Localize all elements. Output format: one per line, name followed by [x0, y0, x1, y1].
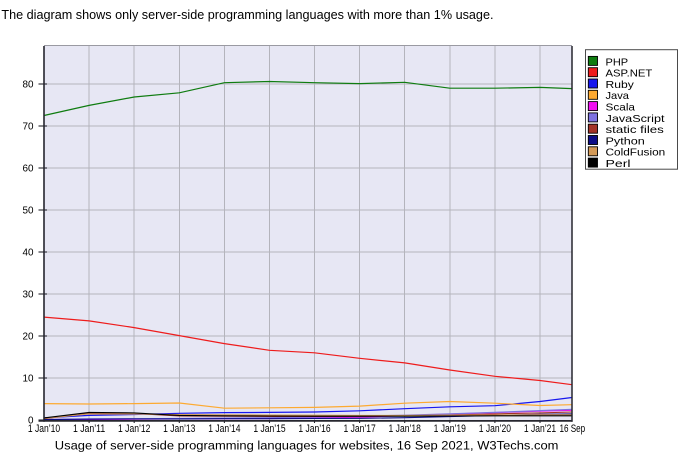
svg-text:Perl: Perl [606, 159, 631, 170]
svg-text:1 Jan’11: 1 Jan’11 [73, 423, 105, 435]
svg-text:1 Jan’20: 1 Jan’20 [479, 423, 511, 435]
svg-text:Java: Java [606, 91, 630, 102]
svg-text:16 Sep: 16 Sep [559, 423, 585, 435]
svg-text:1 Jan’14: 1 Jan’14 [208, 423, 240, 435]
svg-text:Scala: Scala [606, 103, 636, 114]
svg-text:80: 80 [23, 79, 34, 90]
svg-text:1 Jan’12: 1 Jan’12 [118, 423, 150, 435]
svg-text:0: 0 [28, 415, 34, 426]
svg-text:PHP: PHP [606, 57, 629, 68]
svg-text:70: 70 [23, 121, 34, 132]
svg-text:50: 50 [23, 205, 34, 216]
svg-text:1 Jan’13: 1 Jan’13 [163, 423, 195, 435]
svg-text:Python: Python [606, 136, 646, 147]
svg-text:JavaScript: JavaScript [606, 114, 665, 125]
svg-text:1 Jan’19: 1 Jan’19 [434, 423, 466, 435]
svg-text:static files: static files [606, 125, 664, 136]
svg-text:1 Jan’21: 1 Jan’21 [524, 423, 556, 435]
svg-text:1 Jan’10: 1 Jan’10 [28, 423, 60, 435]
svg-text:30: 30 [23, 289, 34, 300]
svg-text:ColdFusion: ColdFusion [606, 148, 666, 159]
svg-text:1 Jan’17: 1 Jan’17 [343, 423, 375, 435]
svg-text:10: 10 [23, 373, 34, 384]
svg-text:ASP.NET: ASP.NET [606, 69, 654, 80]
svg-text:20: 20 [23, 331, 34, 342]
svg-text:The diagram shows only server-: The diagram shows only server-side progr… [1, 7, 493, 22]
svg-text:1 Jan’15: 1 Jan’15 [253, 423, 285, 435]
svg-text:40: 40 [23, 247, 34, 258]
svg-text:1 Jan’18: 1 Jan’18 [389, 423, 421, 435]
svg-text:Usage of server-side programmi: Usage of server-side programming languag… [55, 439, 559, 453]
svg-text:60: 60 [23, 163, 34, 174]
svg-text:Ruby: Ruby [606, 80, 635, 91]
svg-text:1 Jan’16: 1 Jan’16 [298, 423, 330, 435]
